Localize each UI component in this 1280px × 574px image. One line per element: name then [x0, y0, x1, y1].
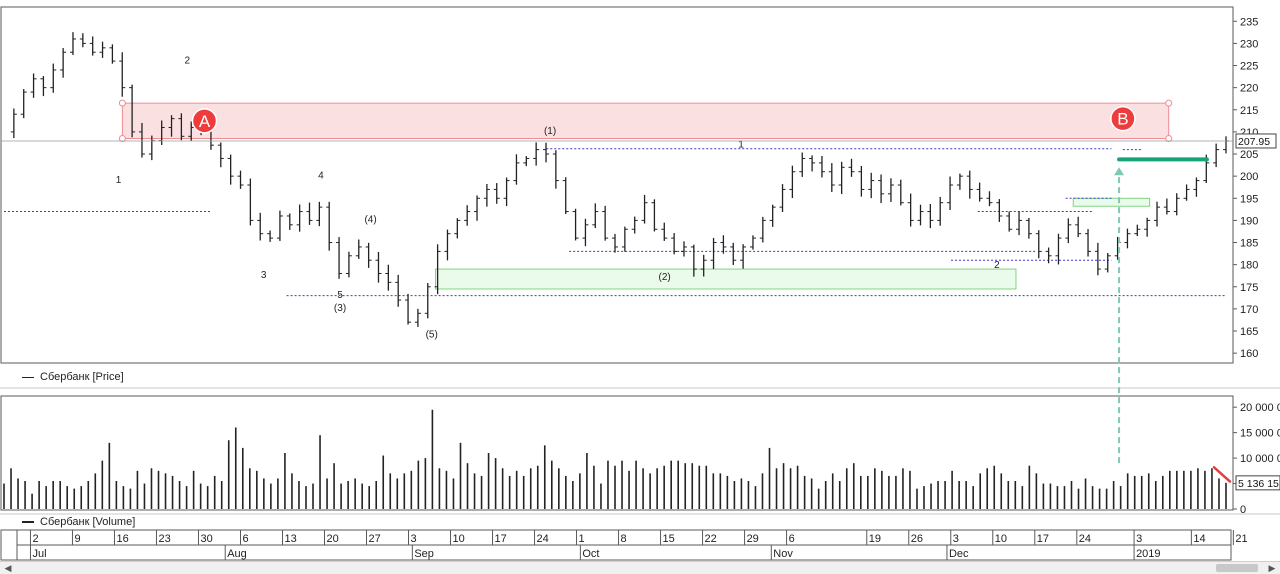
zone-handle: [1165, 99, 1173, 107]
price-tick-label: 200: [1240, 171, 1258, 183]
resistance-zone: [121, 102, 1170, 140]
price-tick-label: 165: [1240, 326, 1258, 338]
volume-legend-swatch: [22, 521, 34, 523]
price-tick-label: 180: [1240, 260, 1258, 272]
wave-label: 4: [318, 170, 324, 181]
volume-tick-label: 20 000 0: [1240, 402, 1280, 414]
zone-handle: [1165, 135, 1173, 143]
point-marker: [1110, 105, 1136, 132]
month-label: Aug: [227, 548, 247, 560]
price-tick-label: 190: [1240, 215, 1258, 227]
day-label: 13: [284, 533, 296, 545]
day-label: 9: [74, 533, 80, 545]
price-tick-label: 205: [1240, 149, 1258, 161]
day-label: 10: [995, 533, 1007, 545]
volume-tick-label: 10 000 0: [1240, 453, 1280, 465]
support-zone: [1072, 197, 1151, 207]
day-label: 6: [789, 533, 795, 545]
wave-label: (4): [364, 215, 376, 226]
day-label: 21: [1235, 533, 1247, 545]
day-label: 3: [411, 533, 417, 545]
wave-label: 1: [116, 175, 122, 186]
day-label: 15: [663, 533, 675, 545]
price-tick-label: 215: [1240, 105, 1258, 117]
month-label: Oct: [582, 548, 599, 560]
day-label: 17: [495, 533, 507, 545]
day-label: 16: [116, 533, 128, 545]
point-marker-label: A: [199, 112, 211, 131]
month-label: Dec: [949, 548, 969, 560]
wave-label: (3): [334, 303, 346, 314]
day-label: 8: [621, 533, 627, 545]
day-label: 10: [453, 533, 465, 545]
price-tick-label: 220: [1240, 83, 1258, 95]
volume-trend-line: [1212, 466, 1232, 483]
zone-handle: [118, 99, 126, 107]
date-axis-corner: [0, 529, 18, 561]
price-tick-label: 160: [1240, 348, 1258, 360]
day-label: 23: [158, 533, 170, 545]
day-label: 3: [953, 533, 959, 545]
volume-tick-label: 15 000 0: [1240, 428, 1280, 440]
point-marker-label: B: [1117, 110, 1128, 129]
day-label: 24: [537, 533, 549, 545]
price-tick-label: 195: [1240, 193, 1258, 205]
day-label: 1: [579, 533, 585, 545]
day-label: 29: [747, 533, 759, 545]
volume-legend[interactable]: Сбербанк [Volume]: [22, 516, 135, 528]
horizontal-scrollbar[interactable]: ◀ ▶: [0, 561, 1280, 574]
day-label: 17: [1037, 533, 1049, 545]
price-tick-label: 230: [1240, 38, 1258, 50]
day-label: 2: [32, 533, 38, 545]
price-tick-label: 235: [1240, 16, 1258, 28]
day-label: 6: [242, 533, 248, 545]
support-zone: [435, 268, 1017, 290]
month-label: Sep: [414, 548, 434, 560]
day-label: 3: [1136, 533, 1142, 545]
day-label: 30: [200, 533, 212, 545]
price-legend-swatch: [22, 376, 34, 378]
last-volume-box: [1235, 475, 1280, 491]
price-tick-label: 225: [1240, 61, 1258, 73]
price-pane[interactable]: [0, 6, 1234, 364]
day-label: 22: [705, 533, 717, 545]
wave-label: 2: [994, 260, 1000, 271]
volume-pane[interactable]: [0, 395, 1234, 511]
last-price-box: [1235, 133, 1277, 149]
volume-legend-label: Сбербанк [Volume]: [40, 516, 136, 528]
wave-label: 3: [261, 270, 267, 281]
day-label: 14: [1193, 533, 1205, 545]
scroll-right-icon[interactable]: ▶: [1268, 563, 1276, 573]
projection-arrowhead: [1114, 167, 1125, 176]
wave-label: (2): [659, 272, 671, 283]
day-label: 24: [1079, 533, 1091, 545]
wave-label: (1): [544, 126, 556, 137]
day-label: 27: [369, 533, 381, 545]
month-label: Nov: [773, 548, 793, 560]
wave-label: 2: [185, 55, 191, 66]
price-legend[interactable]: Сбербанк [Price]: [22, 371, 124, 383]
scrollbar-thumb[interactable]: [1216, 564, 1258, 572]
month-label: 2019: [1136, 548, 1160, 560]
day-label: 26: [911, 533, 923, 545]
price-tick-label: 185: [1240, 238, 1258, 250]
day-label: 19: [869, 533, 881, 545]
last-price-label: 207.95: [1238, 136, 1270, 148]
last-volume-label: 5 136 15: [1238, 478, 1279, 490]
month-label: Jul: [32, 548, 46, 560]
wave-label: 5: [337, 290, 343, 301]
wave-label: (5): [426, 330, 438, 341]
price-tick-label: 170: [1240, 304, 1258, 316]
point-marker: [191, 108, 218, 134]
wave-label: 1: [738, 139, 744, 150]
volume-tick-label: 0: [1240, 504, 1246, 516]
day-label: 20: [327, 533, 339, 545]
scroll-left-icon[interactable]: ◀: [4, 563, 12, 573]
zone-handle: [118, 135, 126, 143]
price-tick-label: 175: [1240, 282, 1258, 294]
price-legend-label: Сбербанк [Price]: [40, 371, 124, 383]
